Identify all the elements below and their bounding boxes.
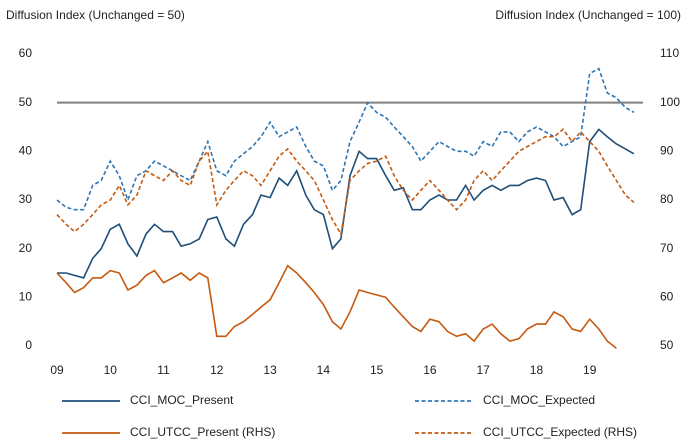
y-tick-label: 30 (19, 192, 33, 206)
legend-label: CCI_MOC_Expected (483, 393, 595, 407)
y2-tick-label: 110 (660, 46, 679, 60)
x-tick-label: 18 (530, 363, 544, 377)
x-tick-label: 12 (210, 363, 224, 377)
y2-tick-label: 70 (660, 241, 674, 255)
series-line (56, 264, 617, 350)
y2-tick-label: 60 (660, 290, 674, 304)
x-tick-label: 16 (423, 363, 437, 377)
y-tick-label: 60 (19, 46, 33, 60)
y-tick-label: 0 (25, 338, 32, 352)
series-line (56, 128, 635, 237)
y-axis-title: Diffusion Index (Unchanged = 50) (6, 8, 185, 22)
y-tick-label: 20 (19, 241, 33, 255)
legend-label: CCI_MOC_Present (130, 393, 234, 407)
x-tick-label: 10 (104, 363, 118, 377)
y2-axis-title: Diffusion Index (Unchanged = 100) (495, 8, 681, 22)
x-tick-label: 19 (583, 363, 597, 377)
x-tick-label: 11 (157, 363, 170, 377)
x-tick-label: 09 (50, 363, 64, 377)
y-tick-label: 50 (19, 95, 33, 109)
x-tick-label: 13 (263, 363, 277, 377)
y2-tick-label: 80 (660, 192, 674, 206)
legend-label: CCI_UTCC_Expected (RHS) (483, 425, 637, 439)
y2-tick-label: 50 (660, 338, 674, 352)
y-tick-label: 40 (19, 144, 33, 158)
y2-tick-label: 90 (660, 144, 674, 158)
y2-tick-label: 100 (660, 95, 680, 109)
x-tick-label: 14 (317, 363, 331, 377)
series-line (56, 67, 635, 211)
y-tick-label: 10 (19, 290, 33, 304)
series-line (57, 128, 635, 279)
x-tick-label: 15 (370, 363, 384, 377)
legend-label: CCI_UTCC_Present (RHS) (130, 425, 275, 439)
x-tick-label: 17 (477, 363, 491, 377)
